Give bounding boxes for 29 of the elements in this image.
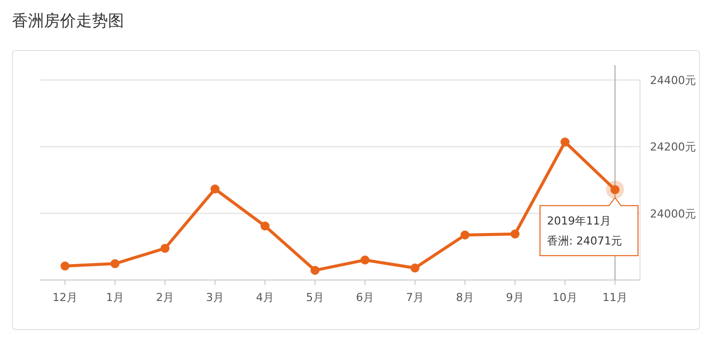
x-tick-label: 6月 — [356, 291, 374, 304]
x-tick-label: 7月 — [406, 291, 424, 304]
point — [410, 264, 420, 272]
point — [60, 262, 70, 270]
x-tick-label: 1月 — [106, 291, 124, 304]
point — [560, 138, 570, 146]
point — [510, 230, 520, 238]
x-tick-label: 4月 — [256, 291, 274, 304]
x-tick-label: 11月 — [602, 291, 628, 304]
x-tick-label: 12月 — [52, 291, 78, 304]
x-tick-label: 5月 — [306, 291, 324, 304]
point — [460, 230, 470, 240]
y-tick-label: 24200元 — [650, 140, 696, 154]
x-tick-label: 9月 — [506, 291, 524, 304]
point — [360, 256, 370, 264]
y-tick-label: 24000元 — [650, 207, 696, 220]
point — [260, 222, 270, 230]
annotation: 2019年11月 — [547, 214, 611, 228]
point — [310, 266, 320, 275]
point — [210, 184, 220, 194]
point — [160, 244, 170, 253]
annotation: 香洲: 24071元 — [547, 234, 622, 248]
x-tick-label: 10月 — [552, 291, 578, 304]
x-tick-label: 8月 — [456, 291, 474, 304]
y-tick-label: 24400元 — [650, 74, 696, 87]
x-tick-label: 2月 — [156, 291, 174, 304]
chart-title: 香洲房价走势图 — [12, 11, 124, 30]
x-tick-label: 3月 — [206, 291, 224, 304]
point — [110, 259, 120, 268]
